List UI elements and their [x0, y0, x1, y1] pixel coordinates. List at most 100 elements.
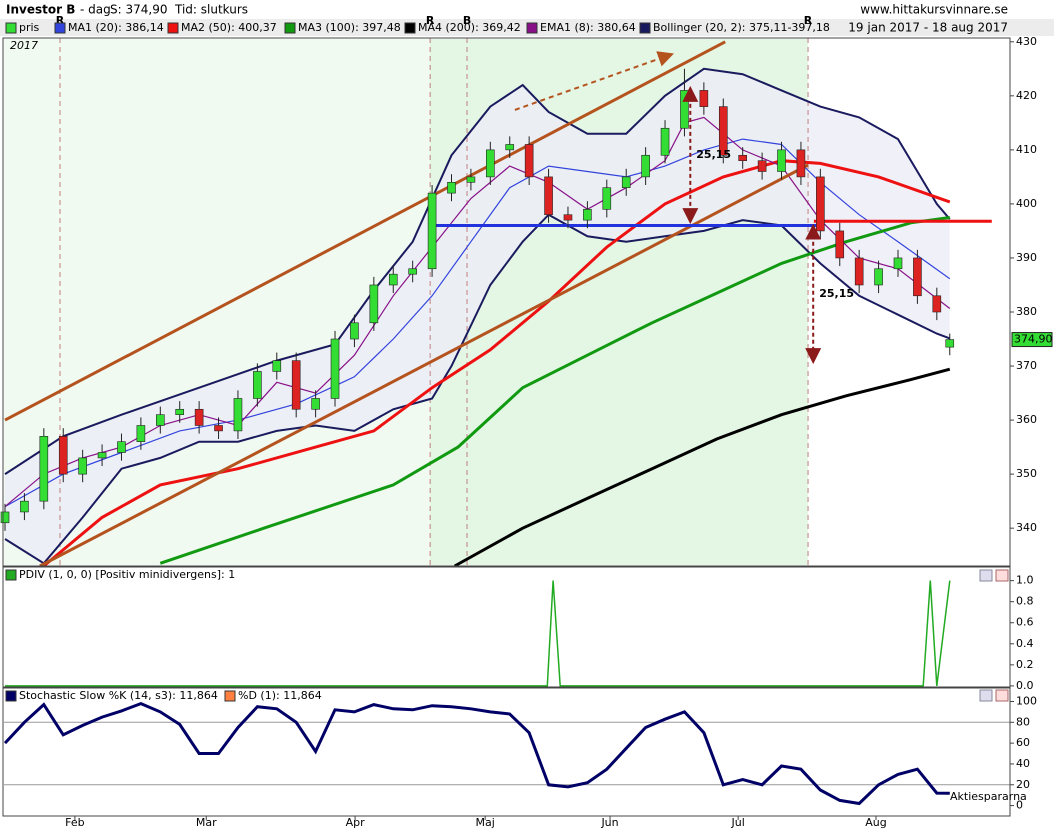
- candle-body: [602, 187, 612, 210]
- candle-body: [486, 149, 495, 178]
- candle-body: [738, 154, 747, 161]
- candle-body: [58, 435, 68, 475]
- candle-body: [466, 176, 476, 183]
- y-tick-label: 20: [1016, 778, 1030, 791]
- y-tick-label: 0.0: [1016, 679, 1034, 692]
- legend-label: Bollinger (20, 2): 375,11-397,18: [653, 21, 830, 34]
- legend-swatch: [639, 22, 651, 34]
- legend-label: EMA1 (8): 380,64: [540, 21, 636, 34]
- x-tick-label: Apr: [346, 816, 366, 829]
- y-tick-label: 380: [1016, 305, 1037, 318]
- candle-body: [563, 214, 573, 221]
- candle-body: [408, 268, 417, 275]
- candle-body: [816, 176, 825, 232]
- candle-body: [175, 408, 185, 415]
- candle-body: [0, 511, 10, 524]
- candle-body: [136, 425, 146, 443]
- series-line: [3, 701, 950, 806]
- plots: R R B R25,1525,1534035036037038039040041042…: [0, 14, 1053, 829]
- candle-body: [253, 371, 262, 399]
- candle-body: [388, 273, 398, 286]
- candle-body: [311, 398, 320, 410]
- y-tick-label: 350: [1016, 467, 1037, 480]
- trend-line: [39, 163, 809, 568]
- y-tick-label: 390: [1016, 251, 1037, 264]
- candle-body: [39, 435, 49, 502]
- candle-body: [291, 360, 301, 410]
- price: S: 374,90: [110, 3, 167, 17]
- close-icon[interactable]: [995, 569, 1009, 582]
- settings-icon[interactable]: [979, 689, 993, 702]
- candle-body: [156, 414, 165, 426]
- y-tick-label: 410: [1016, 143, 1037, 156]
- y-tick-label: 60: [1016, 736, 1030, 749]
- x-tick-label: Jul: [731, 816, 745, 829]
- legend-swatch: [54, 22, 66, 34]
- panel-icons: [979, 569, 1009, 702]
- y-tick-label: 0.2: [1016, 658, 1034, 671]
- y-tick-label: 430: [1016, 35, 1037, 48]
- candle-body: [854, 257, 864, 286]
- legend-swatch: [526, 22, 538, 34]
- year-label: 2017: [10, 39, 38, 52]
- candle-body: [680, 90, 689, 129]
- signal-label: B: [463, 14, 471, 27]
- main-frame: [2, 37, 1011, 567]
- candle-body: [660, 127, 670, 156]
- stoch-frame: [2, 687, 1011, 817]
- y-tick-label: 1.0: [1016, 574, 1034, 587]
- title: Investor B: [6, 3, 75, 17]
- legend-swatch: [5, 569, 17, 581]
- site: www.hittakursvinnare.se: [860, 3, 1008, 17]
- x-tick-label: Maj: [475, 816, 494, 829]
- legend-swatch: [5, 22, 17, 34]
- legend-label: %D (1): 11,864: [238, 689, 322, 702]
- trend-line: [514, 51, 674, 111]
- y-tick-label: 360: [1016, 413, 1037, 426]
- arrow-label: 25,15: [819, 287, 854, 300]
- bollinger-upper: [4, 67, 951, 475]
- trend-line: [4, 40, 726, 422]
- candle-body: [97, 452, 107, 459]
- signal-label: R: [804, 14, 813, 27]
- candle-body: [874, 268, 883, 286]
- candle-body: [505, 144, 515, 151]
- candle-body: [583, 209, 592, 221]
- last-price-box: [1011, 332, 1053, 348]
- interval: - dag: [80, 3, 111, 17]
- y-tick-label: 80: [1016, 715, 1030, 728]
- candle-body: [641, 154, 650, 178]
- legend-label: pris: [19, 21, 40, 34]
- candle-body: [214, 425, 223, 432]
- y-tick-label: 100: [1016, 694, 1037, 707]
- y-tick-label: 0.6: [1016, 616, 1034, 629]
- legend-label: PDIV (1, 0, 0) [Positiv minidivergens]: …: [19, 568, 235, 581]
- y-tick-label: 420: [1016, 89, 1037, 102]
- candle-body: [932, 295, 942, 313]
- y-tick-label: 400: [1016, 197, 1037, 210]
- ma-line: [453, 367, 951, 568]
- series-line: [5, 580, 951, 687]
- candle-body: [718, 106, 728, 156]
- signal-label: R: [426, 14, 435, 27]
- candle-body: [272, 360, 282, 372]
- candle-body: [447, 181, 456, 194]
- legend-label: MA4 (200): 369,42: [418, 21, 521, 34]
- candle-body: [835, 230, 845, 259]
- y-tick-label: 340: [1016, 521, 1037, 534]
- x-tick-label: Jun: [600, 816, 618, 829]
- candle-body: [757, 160, 767, 172]
- settings-icon[interactable]: [979, 569, 993, 582]
- candle-body: [544, 176, 553, 216]
- candle-body: [945, 339, 955, 348]
- arrow-label: 25,15: [696, 148, 731, 161]
- signal-label: R: [56, 14, 65, 27]
- candle-body: [20, 500, 29, 513]
- candle-body: [699, 90, 709, 107]
- legend-label: MA3 (100): 397,48: [298, 21, 401, 34]
- legend-swatch: [224, 690, 236, 702]
- close-icon[interactable]: [995, 689, 1009, 702]
- candle-body: [330, 338, 340, 399]
- y-tick-label: 0: [1016, 799, 1023, 812]
